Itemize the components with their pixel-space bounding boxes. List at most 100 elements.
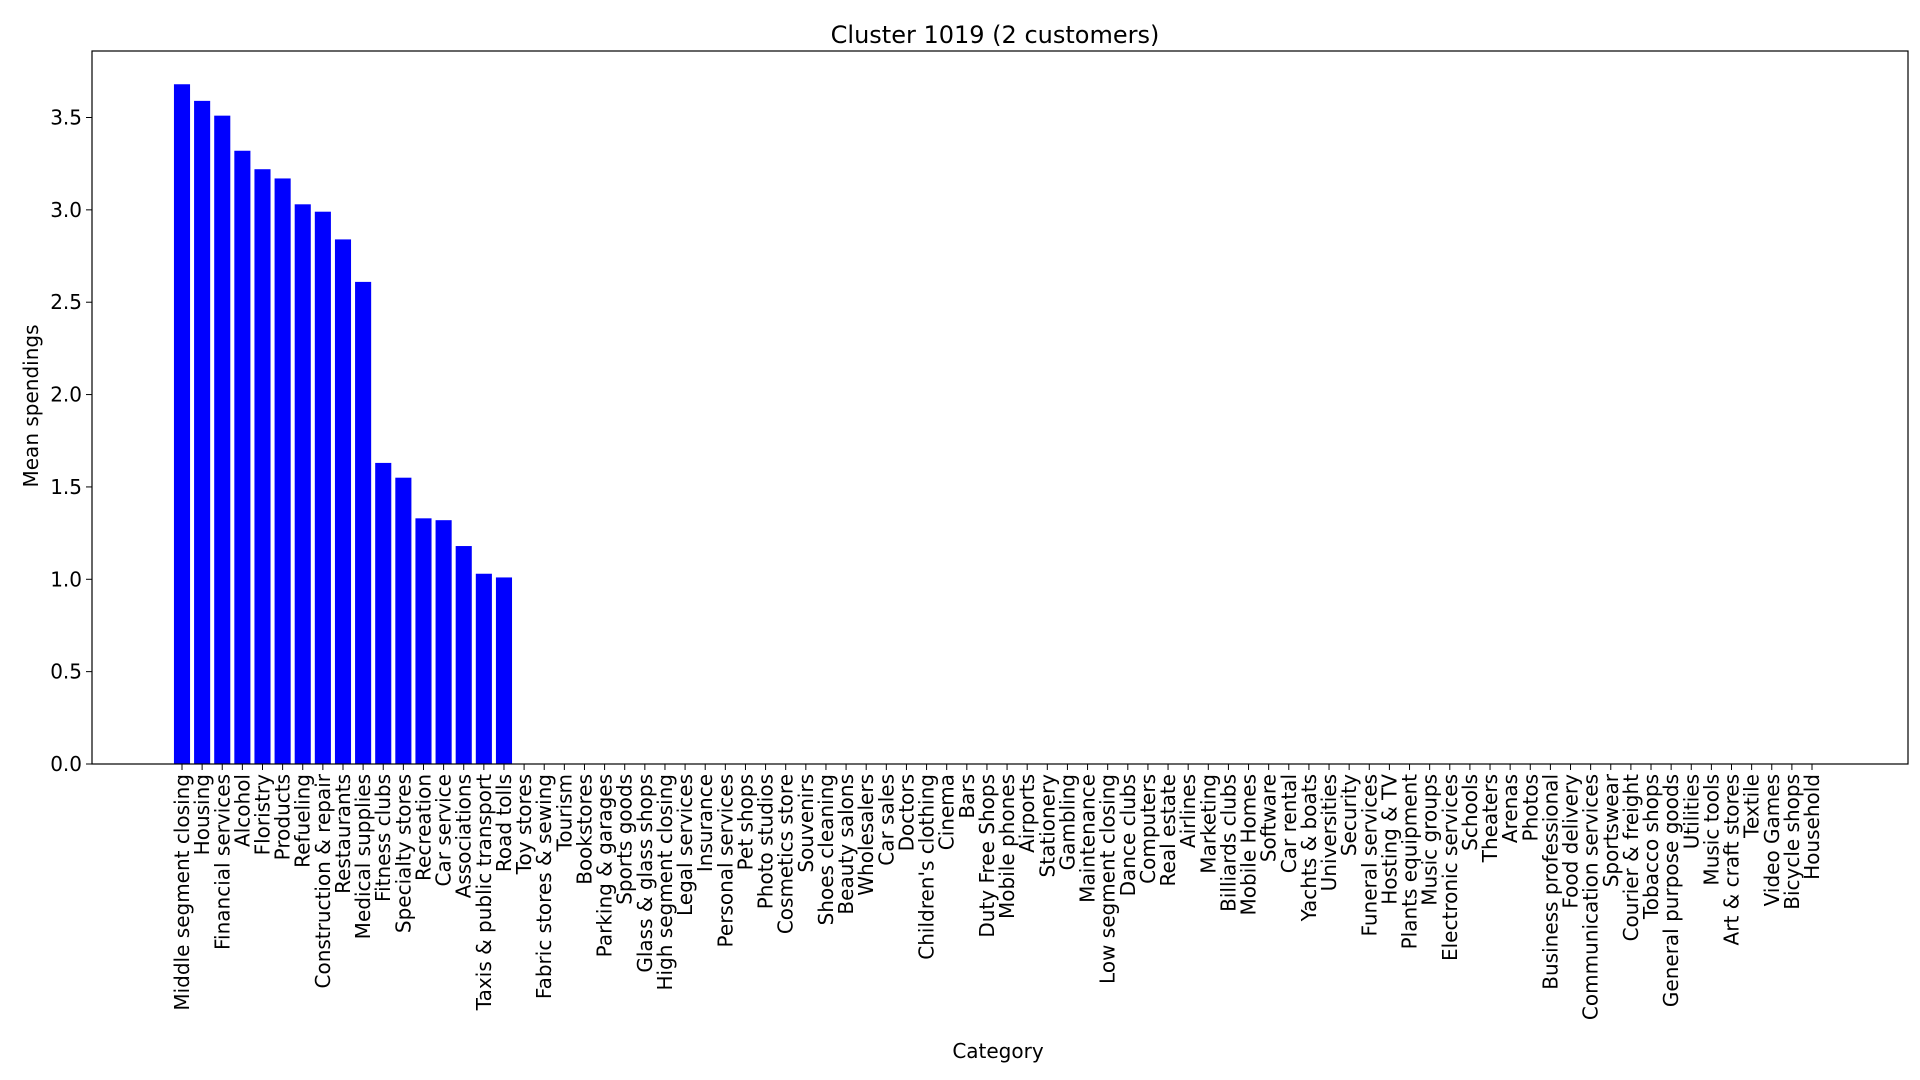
bar [475, 573, 492, 764]
bar [355, 281, 372, 764]
bar [254, 169, 271, 765]
x-tick-label: Sports goods [613, 774, 637, 905]
x-tick-label: Art & craft stores [1720, 774, 1744, 945]
y-ticks: 0.0 0.5 1.0 1.5 2.0 2.5 3.0 3.5 [50, 105, 92, 776]
y-tick-label: 1.0 [50, 567, 82, 591]
x-tick-label: Bicycle shops [1780, 774, 1804, 910]
x-tick-label: Tourism [552, 774, 576, 852]
x-tick-label: Wholesalers [854, 774, 878, 896]
x-tick-label: Sportswear [1599, 773, 1623, 887]
x-tick-label: Specialty stores [391, 774, 415, 933]
x-tick-label: Theaters [1478, 774, 1502, 863]
x-tick-label: Electronic services [1438, 774, 1462, 961]
x-tick-label: Bookstores [572, 774, 596, 885]
x-tick-label: Food delivery [1559, 774, 1583, 909]
x-tick-label: Maintenance [1076, 774, 1100, 903]
x-tick-label: Funeral services [1357, 774, 1381, 937]
bar [173, 84, 191, 764]
x-tick-label: Schools [1458, 774, 1482, 851]
x-tick-label: Household [1800, 774, 1824, 880]
x-tick-label: Restaurants [331, 774, 355, 894]
y-axis-label: Mean spendings [19, 325, 43, 488]
x-tick-label: Road tolls [492, 774, 516, 872]
bar [435, 520, 452, 764]
x-tick-label: Toy stores [512, 774, 536, 875]
x-tick-label: Cosmetics store [774, 774, 798, 934]
x-tick-label: Cinema [935, 774, 959, 850]
x-tick-label: Personal services [713, 774, 737, 947]
x-tick-label: Mobile Homes [1237, 774, 1261, 915]
bar [294, 204, 311, 764]
bar [194, 100, 211, 765]
bar [234, 150, 251, 764]
x-tick-label: Souvenirs [794, 774, 818, 873]
x-tick-label: Financial services [210, 774, 234, 950]
x-tick-label: Glass & glass shops [633, 774, 657, 973]
y-tick-label: 3.5 [50, 105, 82, 129]
x-tick-label: General purpose goods [1659, 774, 1683, 1007]
x-tick-label: Business professional [1538, 774, 1562, 990]
x-tick-label: Low segment closing [1096, 774, 1120, 984]
bar [455, 546, 472, 764]
x-tick-label: Insurance [693, 774, 717, 872]
x-tick-label: Medical supplies [351, 774, 375, 939]
x-tick-label: Floristry [250, 774, 274, 856]
x-tick-label: Photo studios [754, 774, 778, 909]
x-tick-label: Pet shops [733, 774, 757, 870]
y-tick-label: 0.5 [50, 660, 82, 684]
x-tick-label: Taxis & public transport [472, 774, 496, 1011]
y-tick-label: 0.0 [50, 752, 82, 776]
y-tick-label: 2.0 [50, 383, 82, 407]
x-tick-label: Products [271, 774, 295, 860]
bar [395, 477, 412, 764]
x-tick-label: Mobile phones [995, 774, 1019, 919]
x-tick-label: Software [1257, 774, 1281, 862]
x-tick-label: Beauty salons [834, 774, 858, 915]
x-tick-label: Photos [1518, 774, 1542, 841]
x-tick-label: Alcohol [230, 774, 254, 847]
x-tick-label: Communication services [1579, 774, 1603, 1020]
x-tick-label: Airlines [1176, 774, 1200, 848]
x-tick-label: Security [1337, 774, 1361, 856]
bar [214, 115, 231, 764]
x-tick-label: High segment closing [653, 774, 677, 991]
bars-layer [173, 84, 513, 765]
chart-title: Cluster 1019 (2 customers) [831, 21, 1160, 49]
x-tick-label: Video Games [1760, 774, 1784, 906]
x-tick-label: Car sales [874, 774, 898, 866]
x-tick-label: Hosting & TV [1377, 774, 1401, 905]
x-tick-label: Yachts & boats [1297, 774, 1321, 922]
x-tick-label: Construction & repair [311, 773, 335, 988]
x-tick-label: Fitness clubs [371, 774, 395, 902]
x-tick-label: Bars [955, 774, 979, 819]
x-axis-label: Category [952, 1039, 1044, 1063]
x-tick-label: Airports [1015, 774, 1039, 853]
x-tick-label: Textile [1740, 774, 1764, 839]
x-tick-label: Billiards clubs [1216, 774, 1240, 912]
x-tick-label: Stationery [1035, 774, 1059, 878]
bar [375, 462, 392, 764]
x-tick-label: Arenas [1498, 774, 1522, 843]
x-tick-label: Tobacco shops [1639, 774, 1663, 920]
x-tick-label: Associations [452, 774, 476, 898]
x-tick-label: Dance clubs [1116, 774, 1140, 896]
x-tick-label: Refueling [291, 774, 315, 868]
y-tick-label: 3.0 [50, 198, 82, 222]
x-tick-label: Shoes cleaning [814, 774, 838, 925]
x-tick-label: Car rental [1277, 774, 1301, 873]
x-tick-label: Gambling [1055, 774, 1079, 870]
plot-frame [91, 50, 1909, 765]
bar [495, 577, 513, 764]
x-tick-label: Marketing [1196, 774, 1220, 874]
x-tick-label: Courier & freight [1619, 774, 1643, 942]
x-tick-label: Computers [1136, 774, 1160, 884]
y-tick-label: 2.5 [50, 290, 82, 314]
x-tick-label: Plants equipment [1398, 774, 1422, 950]
x-tick-label: Fabric stores & sewing [532, 774, 556, 999]
x-tick-label: Recreation [411, 774, 435, 881]
x-tick-label: Real estate [1156, 774, 1180, 886]
x-tick-label: Music tools [1699, 774, 1723, 886]
x-tick-label: Children's clothing [915, 774, 939, 960]
